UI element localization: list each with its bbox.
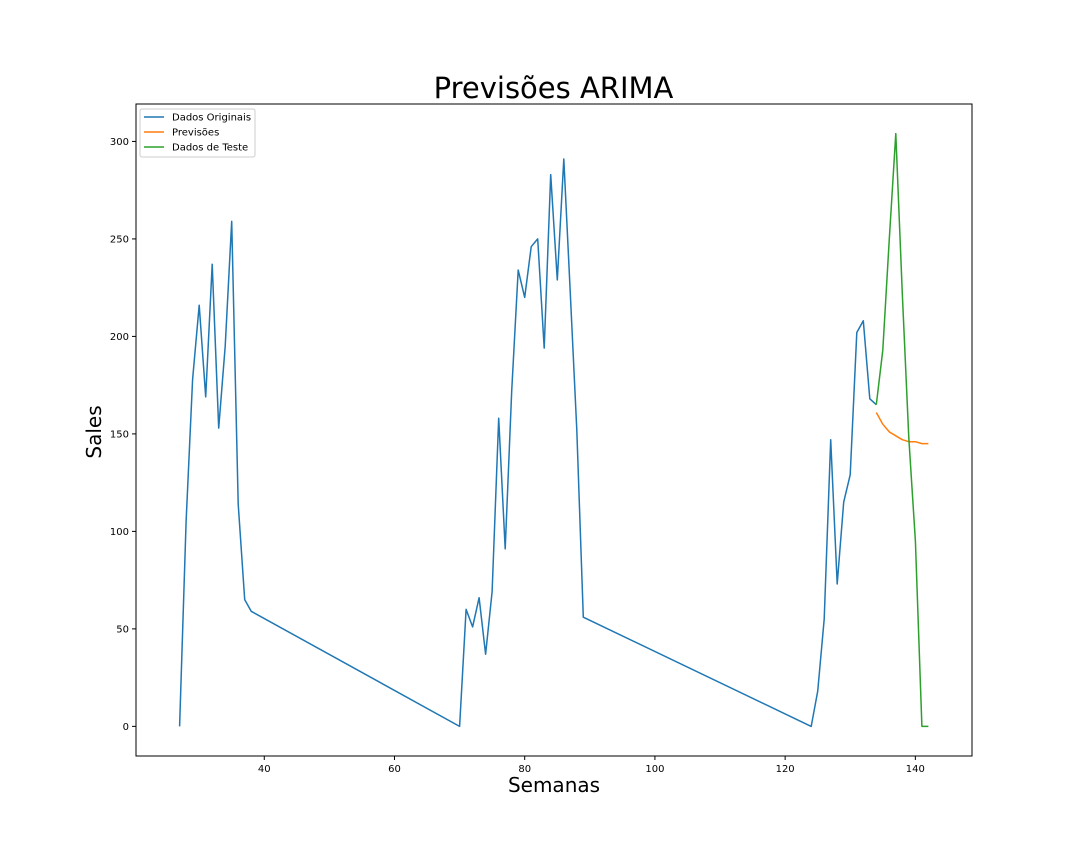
series-line-dados-originais	[178, 158, 877, 728]
y-tick-label: 150	[110, 429, 129, 440]
series-line-dados-de-teste	[875, 132, 929, 728]
legend-box	[139, 108, 256, 158]
x-tick-label: 60	[388, 764, 401, 775]
chart-title: Previsões ARIMA	[434, 71, 674, 105]
x-tick-label: 40	[258, 764, 271, 775]
x-axis-label: Semanas	[508, 773, 600, 797]
y-tick-label: 0	[123, 722, 129, 733]
y-tick-label: 50	[116, 624, 129, 635]
y-tick-label: 250	[110, 234, 129, 245]
legend-entry: Previsões	[172, 128, 219, 139]
x-tick-label: 80	[518, 764, 531, 775]
series-line-previs-es	[875, 412, 929, 445]
x-tick-label: 140	[906, 764, 925, 775]
plot-lines	[178, 132, 929, 728]
y-tick-label: 300	[110, 137, 129, 148]
y-axis: 0 50 100 150 200 250 300	[110, 137, 136, 733]
legend-entry: Dados de Teste	[172, 143, 248, 154]
x-tick-label: 120	[776, 764, 795, 775]
plot-frame	[135, 103, 973, 757]
x-tick-label: 100	[645, 764, 664, 775]
y-tick-label: 100	[110, 527, 129, 538]
legend-entry: Dados Originais	[172, 113, 251, 124]
x-axis: 40 60 80 100 120 140	[258, 756, 925, 775]
legend: Dados Originais Previsões Dados de Teste	[139, 108, 256, 158]
y-axis-label: Sales	[82, 405, 106, 458]
y-tick-label: 200	[110, 332, 129, 343]
